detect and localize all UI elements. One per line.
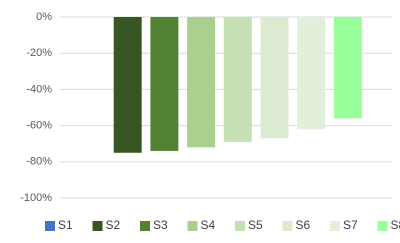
legend-label: S7 — [343, 218, 358, 232]
legend-label: S8 — [391, 218, 400, 232]
bar — [150, 17, 179, 151]
bar — [187, 17, 216, 148]
legend-label: S4 — [201, 218, 216, 232]
legend-swatch — [140, 221, 150, 231]
legend-label: S2 — [106, 218, 121, 232]
legend-swatch — [330, 221, 340, 231]
legend-label: S3 — [153, 218, 168, 232]
y-tick-label: -40% — [26, 83, 52, 95]
legend-swatch — [377, 221, 388, 231]
legend-label: S1 — [58, 218, 73, 232]
legend-label: S5 — [248, 218, 263, 232]
y-tick-label: 0% — [36, 11, 52, 23]
y-tick-label: -80% — [26, 156, 52, 168]
bar — [297, 17, 326, 130]
legend-swatch — [235, 221, 245, 231]
legend-swatch — [282, 221, 293, 231]
legend-swatch — [45, 221, 55, 231]
legend-swatch — [187, 221, 198, 231]
y-tick-label: -100% — [20, 192, 52, 204]
legend-swatch — [92, 221, 103, 231]
y-tick-label: -60% — [26, 120, 52, 132]
bar — [333, 17, 362, 119]
y-tick-label: -20% — [26, 47, 52, 59]
bar — [260, 17, 289, 139]
bar — [113, 17, 142, 153]
bar — [223, 17, 252, 142]
legend-label: S6 — [296, 218, 311, 232]
